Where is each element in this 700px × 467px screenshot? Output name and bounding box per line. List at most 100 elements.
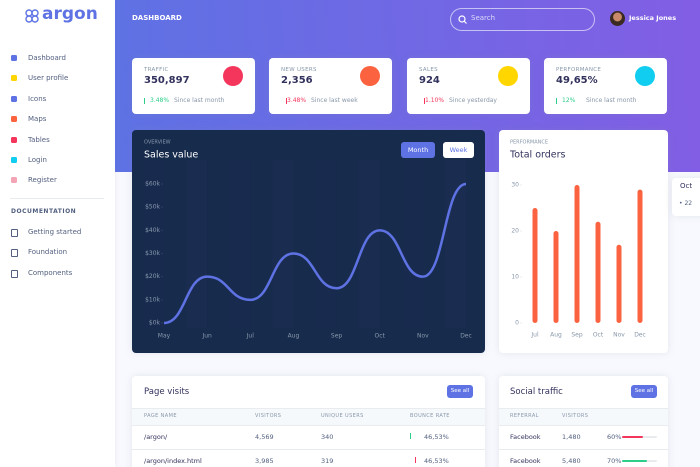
y-tick-label: $10k [145, 296, 160, 303]
see-all-button[interactable]: See all [447, 385, 473, 398]
card-title: Page visits [144, 387, 190, 397]
card-title: Social traffic [510, 387, 563, 397]
social-card: Social traffic See all REFERRAL VISITORS Fac… [499, 376, 668, 467]
y-tick-label: 10 [511, 274, 519, 281]
chart-title: Total orders [509, 150, 566, 161]
chart-overline: PERFORMANCE [510, 140, 548, 146]
progress-bar [622, 460, 647, 462]
orders-chart: PERFORMANCE Total orders 0 10 20 30 Jul Aug Sep O… [509, 140, 646, 339]
x-tick-label: Jul [246, 333, 255, 340]
stat-label: TRAFFIC [144, 67, 169, 73]
cell: 5,480 [562, 457, 581, 465]
nav-icon [11, 116, 17, 123]
y-tick-label: $50k [145, 204, 160, 211]
x-tick-label: Aug [288, 333, 300, 340]
bounce-arrow [410, 457, 416, 463]
sales-line [163, 182, 467, 325]
cell: 319 [321, 457, 334, 465]
y-tick-label: 0 [515, 320, 519, 327]
stat-card: TRAFFIC 350,897 3.48% Since last month [132, 58, 255, 114]
x-tick-label: Aug [550, 332, 562, 339]
month-button[interactable]: Month [401, 142, 435, 158]
column-header: PAGE NAME [144, 413, 177, 419]
column-band [272, 160, 294, 328]
x-tick-label: Dec [634, 332, 646, 339]
stat-label: NEW USERS [281, 67, 317, 73]
cell: 1,480 [562, 433, 581, 441]
brand: argon [42, 4, 98, 24]
stat-label: SALES [419, 67, 438, 73]
nav-item[interactable]: Icons [28, 94, 47, 103]
x-tick-label: May [158, 333, 171, 340]
stat-icon [635, 66, 655, 86]
cell: /argon/ [144, 433, 168, 441]
search-box[interactable]: Search [450, 8, 595, 31]
sales-chart: OVERVIEW Sales value $0k $10k $20k $30k $40k $5… [143, 140, 472, 340]
y-tick-label: $40k [145, 227, 160, 234]
search-icon [458, 15, 467, 24]
stat-value: 2,356 [281, 75, 313, 86]
table-header-bg [132, 408, 485, 426]
stat-arrow [144, 98, 150, 104]
see-all-button[interactable]: See all [631, 385, 657, 398]
stat-card: SALES 924 1.10% Since yesterday [407, 58, 530, 114]
x-tick-label: Nov [417, 333, 429, 340]
section-title: DOCUMENTATION [11, 208, 77, 215]
column-band [229, 160, 251, 328]
divider [10, 198, 104, 199]
nav-item[interactable]: User profile [28, 74, 69, 83]
stat-label: PERFORMANCE [556, 67, 602, 73]
nav-item[interactable]: Maps [28, 115, 47, 124]
tooltip-number: 22 [684, 200, 693, 207]
nav-item[interactable]: Login [28, 156, 47, 164]
column-header: VISITORS [255, 413, 282, 419]
doc-item[interactable]: Getting started [28, 228, 82, 236]
y-tick-label: 20 [511, 228, 519, 235]
column-band [445, 160, 466, 328]
stat-change: 12% [562, 97, 576, 104]
y-tick-label: 30 [511, 182, 519, 189]
cell: 3,985 [255, 457, 274, 465]
column-band [401, 160, 423, 328]
doc-icon [11, 249, 18, 258]
column-header: REFERRAL [510, 413, 539, 419]
progress-label: 60% [607, 433, 622, 441]
bar [574, 185, 580, 323]
nav-icon [11, 177, 17, 184]
y-tick-label: $0k [149, 320, 161, 327]
cell: Facebook [510, 457, 541, 465]
column-header: BOUNCE RATE [410, 413, 450, 419]
bar [595, 221, 601, 323]
page-visits-card: Page visits See all PAGE NAME VISITORS UNIQU… [132, 376, 485, 467]
y-tick-label: $30k [145, 250, 160, 257]
stat-change: 3.48% [287, 97, 307, 104]
page-title: DASHBOARD [132, 14, 182, 22]
x-tick-label: Oct [593, 332, 604, 339]
x-tick-label: Dec [460, 333, 472, 340]
stat-card: PERFORMANCE 49,65% 12% Since last month [544, 58, 667, 114]
stat-period: Since last month [174, 97, 225, 104]
stat-period: Since last week [311, 97, 358, 104]
user-name[interactable]: Jessica Jones [629, 14, 677, 22]
avatar[interactable] [610, 11, 625, 26]
x-tick-label: Jun [201, 333, 212, 340]
week-button[interactable]: Week [443, 142, 474, 158]
x-tick-label: Oct [375, 333, 386, 340]
stat-icon [223, 66, 243, 86]
nav-icon [11, 136, 17, 143]
tooltip: Oct • 22 [672, 178, 700, 216]
doc-item[interactable]: Components [28, 268, 73, 277]
column-header: VISITORS [562, 413, 589, 419]
nav-item[interactable]: Dashboard [28, 54, 66, 62]
bounce-arrow [410, 433, 416, 439]
doc-item[interactable]: Foundation [28, 248, 68, 257]
nav-item[interactable]: Tables [28, 135, 50, 144]
column-band [143, 160, 164, 328]
column-band [186, 160, 208, 328]
logo-icon [25, 9, 39, 23]
bar [532, 208, 538, 323]
x-tick-label: Jul [530, 332, 539, 339]
doc-icon [11, 229, 18, 237]
cell: 46,53% [424, 433, 449, 441]
nav-item[interactable]: Register [28, 176, 57, 185]
